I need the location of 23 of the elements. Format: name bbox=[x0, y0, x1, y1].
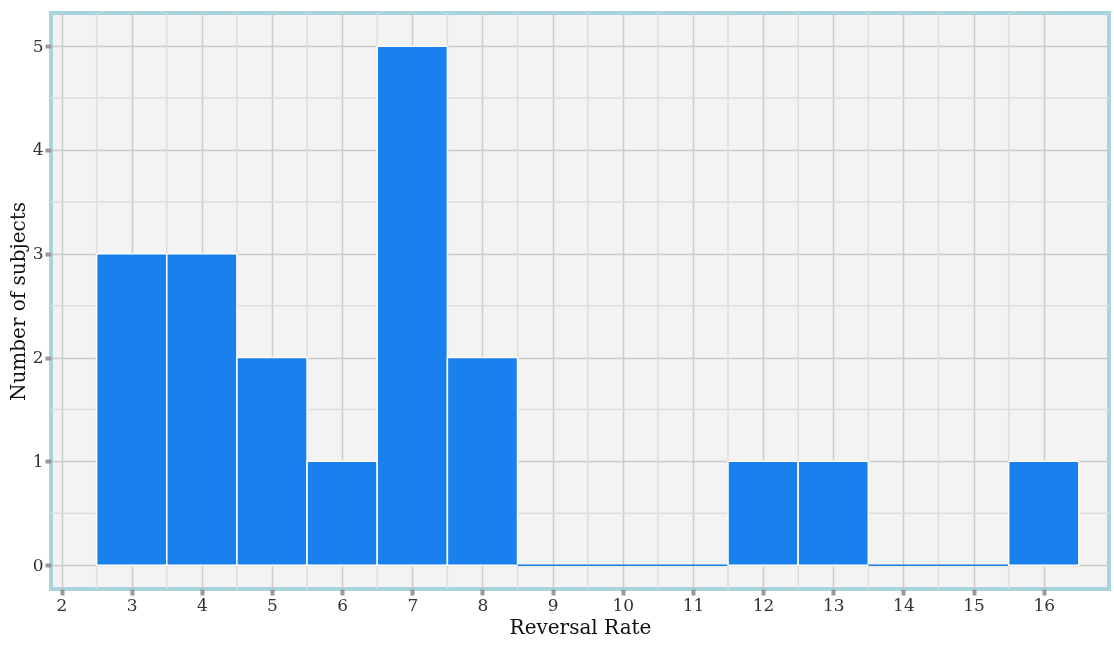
y-tick-label: 4 bbox=[32, 139, 44, 160]
x-tick-label: 16 bbox=[1033, 594, 1056, 615]
x-tick-label: 10 bbox=[612, 594, 635, 615]
x-axis-title: Reversal Rate bbox=[509, 614, 652, 639]
y-tick-label: 5 bbox=[32, 35, 44, 56]
x-tick-label: 6 bbox=[337, 594, 349, 615]
y-tick-label: 3 bbox=[32, 243, 44, 264]
y-tick-label: 1 bbox=[32, 450, 44, 471]
x-tick-label: 7 bbox=[407, 594, 419, 615]
x-tick-label: 14 bbox=[893, 594, 915, 615]
x-tick-label: 13 bbox=[822, 594, 845, 615]
x-tick-label: 3 bbox=[126, 594, 138, 615]
x-tick-label: 11 bbox=[682, 594, 705, 615]
x-tick-label: 4 bbox=[196, 594, 208, 615]
x-tick-label: 9 bbox=[547, 594, 559, 615]
x-tick-label: 12 bbox=[752, 594, 775, 615]
x-tick-label: 15 bbox=[963, 594, 985, 615]
y-tick-label: 0 bbox=[32, 554, 44, 575]
y-tick-label: 2 bbox=[32, 347, 44, 368]
x-tick-label: 2 bbox=[56, 594, 68, 615]
y-axis-title: Number of subjects bbox=[5, 201, 30, 402]
x-tick-label: 5 bbox=[267, 594, 278, 615]
x-tick-label: 8 bbox=[477, 594, 489, 615]
